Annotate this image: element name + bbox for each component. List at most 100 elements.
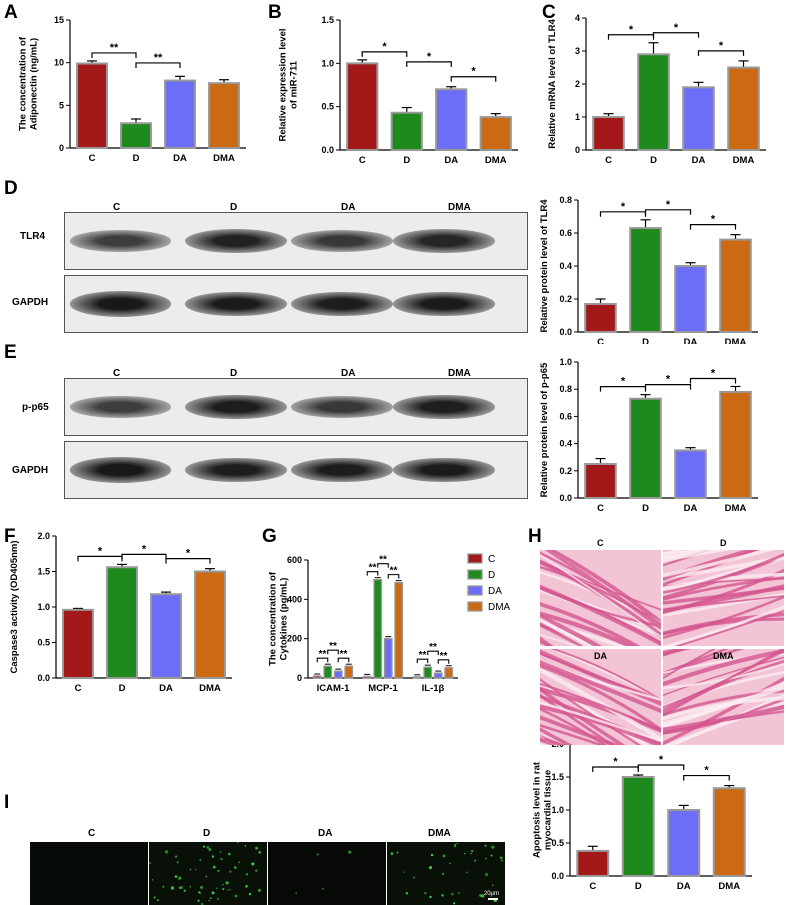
y-axis-label-line: Caspase3 activity (OD405nm)	[9, 540, 20, 673]
blot-e-lane-da: DA	[341, 368, 356, 379]
significance-label: **	[440, 651, 448, 662]
bar-c	[412, 676, 422, 679]
significance-bracket	[91, 52, 137, 58]
significance-label: **	[419, 650, 427, 661]
bar-da	[674, 265, 707, 333]
tunel-positive-cell	[405, 892, 409, 895]
tunel-positive-cell	[215, 887, 218, 890]
tunel-positive-cell	[490, 854, 493, 857]
y-tick-label: 0.6	[559, 411, 572, 421]
blot-band	[69, 396, 172, 418]
fiber	[540, 554, 661, 638]
y-axis-label: Relative protein level of TLR4	[539, 199, 550, 333]
fiber	[663, 592, 784, 617]
fiber	[540, 693, 615, 745]
x-tick-label: D	[133, 153, 140, 164]
significance-label: *	[719, 40, 724, 52]
y-tick-label: 0.5	[551, 838, 564, 848]
tunel-positive-cell	[176, 861, 179, 864]
significance-bracket	[337, 657, 350, 663]
x-tick-label: C	[605, 155, 612, 166]
fiber	[540, 707, 608, 745]
significance-label: *	[613, 756, 618, 768]
fiber	[663, 649, 683, 656]
bar-da	[383, 638, 393, 679]
significance-bracket	[689, 224, 737, 230]
tunel-positive-cell	[174, 855, 178, 858]
blot-d-lane-da: DA	[341, 202, 356, 213]
bar-d	[120, 122, 152, 149]
significance-bracket	[427, 650, 439, 656]
bar-dma	[208, 82, 240, 149]
legend-swatch-c	[467, 553, 483, 564]
blot-d-gapdh	[64, 275, 528, 333]
x-tick-label: DMA	[213, 153, 235, 164]
bar-dma	[344, 665, 354, 679]
tunel-positive-cell	[450, 892, 454, 896]
tunel-positive-cell	[236, 842, 239, 844]
significance-bracket	[437, 659, 450, 664]
tunel-positive-cell	[474, 859, 477, 862]
x-tick-label: DMA	[725, 503, 747, 514]
tunel-positive-cell	[221, 883, 224, 886]
tunel-positive-cell	[219, 851, 222, 854]
bar-c	[62, 608, 94, 679]
x-tick-label: D	[635, 881, 642, 892]
significance-label: *	[711, 214, 716, 226]
tunel-positive-cell	[457, 892, 460, 895]
tunel-positive-cell	[229, 870, 232, 873]
tunel-positive-cell	[479, 894, 482, 897]
fiber	[540, 667, 661, 742]
x-tick-label: DMA	[733, 155, 755, 166]
tunel-positive-cell	[233, 866, 237, 869]
x-tick-label: C	[89, 153, 96, 164]
fiber	[540, 660, 661, 714]
blot-band	[393, 394, 495, 420]
significance-label: **	[340, 649, 348, 660]
x-tick-label: IL-1β	[422, 683, 445, 694]
tunel-positive-cell	[428, 865, 433, 870]
tunel-positive-cell	[454, 843, 457, 846]
blot-d-lane-d: D	[230, 202, 238, 213]
significance-label: *	[98, 545, 103, 557]
y-axis-label: Caspase3 activity (OD405nm)	[9, 540, 20, 673]
bar-d	[390, 111, 423, 151]
x-tick-label: DA	[692, 155, 706, 166]
legend-swatch-d	[467, 569, 483, 580]
tunel-positive-cell	[212, 865, 216, 869]
tunel-positive-cell	[208, 899, 211, 902]
fiber	[663, 552, 784, 595]
y-tick-label: 4	[575, 13, 580, 23]
fluorescence-d	[149, 842, 267, 905]
significance-bracket	[406, 61, 452, 67]
significance-label: *	[621, 201, 626, 213]
y-axis-label: Relative expression level of miR-711	[278, 28, 300, 141]
fluor-label-c: C	[88, 828, 96, 839]
tunel-positive-cell	[245, 884, 248, 888]
scale-bar	[488, 898, 498, 900]
y-tick-label: 0.8	[559, 384, 572, 394]
blot-d-tlr4	[64, 212, 528, 270]
tunel-positive-cell	[189, 886, 192, 888]
bar-dma	[719, 238, 752, 333]
significance-bracket	[652, 32, 700, 38]
tunel-positive-cell	[183, 889, 186, 892]
significance-bracket	[361, 51, 408, 57]
tunel-positive-cell	[208, 848, 212, 851]
tunel-positive-cell	[149, 862, 152, 865]
significance-bracket	[377, 563, 389, 568]
significance-bracket	[697, 50, 745, 56]
tunel-positive-cell	[217, 869, 220, 872]
panel-label-b: B	[268, 2, 282, 23]
panel-label-a: A	[4, 2, 18, 23]
legend-swatch-dma	[467, 601, 483, 612]
y-axis-label: The concentration of Cytokines (pg/mL)	[268, 571, 290, 666]
tunel-positive-cell	[471, 850, 474, 853]
tunel-positive-cell	[212, 891, 215, 894]
bar-c	[584, 302, 617, 333]
x-tick-label: DA	[159, 683, 173, 694]
tunel-positive-cell	[501, 859, 503, 862]
fiber	[540, 611, 636, 646]
fiber	[540, 687, 626, 745]
chart-tlr4-protein: 0.0 0.2 0.4 0.6 0.8 Relative protein level of…	[539, 195, 758, 344]
